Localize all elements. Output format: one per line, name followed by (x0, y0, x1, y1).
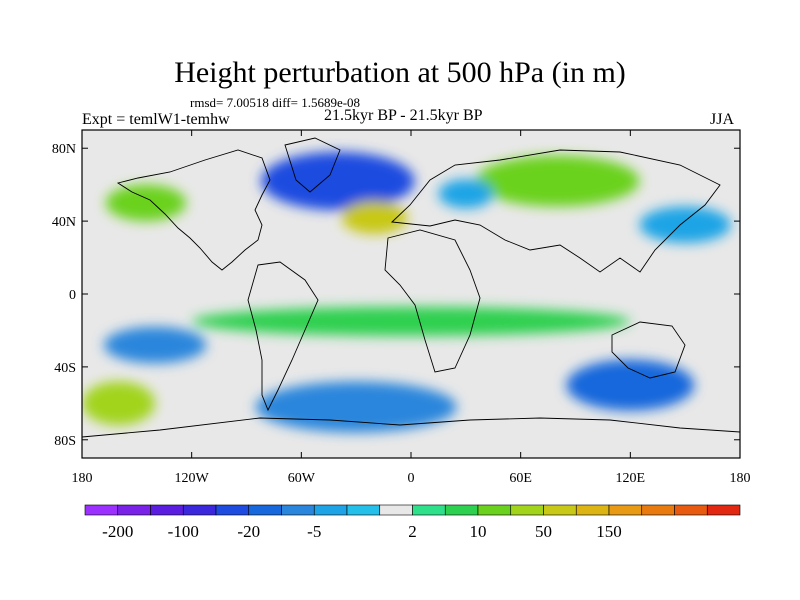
coast-south-america (247, 261, 319, 412)
colorbar-swatch (182, 504, 217, 516)
field-region-east-asia-low (639, 206, 731, 243)
colorbar-swatch (281, 504, 315, 516)
colorbar-swatch (444, 504, 479, 516)
field-layer (82, 151, 731, 433)
field-region-north-atlantic-high (341, 201, 408, 234)
period-label: 21.5kyr BP - 21.5kyr BP (324, 107, 483, 124)
season-label: JJA (710, 111, 735, 128)
field-region-north-pacific-high (105, 184, 187, 222)
colorbar-swatch (608, 504, 643, 516)
colorbar-swatch (346, 504, 381, 516)
coast-north-america (116, 149, 271, 271)
colorbar-label: 2 (408, 522, 417, 541)
colorbar-swatch (215, 504, 250, 516)
x-tick-label: 0 (408, 471, 415, 486)
y-tick-label: 0 (69, 288, 76, 303)
colorbar-swatch (477, 504, 512, 516)
coast-africa (384, 229, 481, 373)
colorbar-label: 150 (596, 522, 622, 541)
stats-label: rmsd= 7.00518 diff= 1.5689e-08 (190, 95, 361, 110)
colorbar-label: -200 (102, 522, 133, 541)
colorbar-swatch (706, 504, 741, 516)
colorbar-swatch (575, 504, 610, 516)
colorbar-swatch (510, 504, 544, 516)
x-tick-label: 60W (288, 471, 316, 486)
coast-eurasia (390, 149, 721, 273)
colorbar-label: -100 (168, 522, 199, 541)
colorbar-label: 10 (470, 522, 487, 541)
field-region-south-pacific-high (82, 381, 156, 426)
colorbar-swatch (150, 504, 184, 516)
colorbar-label: -20 (237, 522, 260, 541)
colorbar-label: -5 (307, 522, 321, 541)
colorbar-swatch (248, 504, 282, 516)
field-region-siberia-high (474, 155, 640, 207)
field-region-south-atlantic-low (255, 381, 457, 433)
colorbar-swatch (117, 504, 151, 516)
plot-title: Height perturbation at 500 hPa (in m) (174, 56, 626, 89)
colorbar-swatch (543, 504, 577, 516)
y-tick-label: 40N (52, 215, 76, 230)
coast-antarctica (82, 417, 740, 438)
x-tick-label: 180 (730, 471, 751, 486)
field-region-south-indian-low (566, 359, 695, 411)
coastlines (82, 137, 740, 438)
x-tick-label: 60E (509, 471, 532, 486)
colorbar-label: 50 (535, 522, 552, 541)
y-tick-label: 40S (54, 361, 76, 376)
field-region-south-pacific-low (103, 326, 207, 364)
x-tick-label: 120E (616, 471, 646, 486)
axis-ticks: 180 120W 60W 0 60E 120E 180 80N 40N 0 40S 80S (52, 130, 751, 486)
colorbar-swatch (674, 504, 708, 516)
field-region-tropical-band (191, 306, 631, 336)
colorbar: -200 -100 -20 -5 2 10 50 150 (84, 504, 741, 541)
y-tick-label: 80N (52, 142, 76, 157)
colorbar-swatch (412, 504, 446, 516)
y-tick-label: 80S (54, 434, 76, 449)
colorbar-swatch (641, 504, 675, 516)
x-tick-label: 180 (72, 471, 93, 486)
field-region-north-atlantic-low (261, 151, 415, 211)
experiment-label: Expt = temlW1-temhw (82, 111, 230, 128)
coast-australia (611, 321, 686, 379)
colorbar-swatch (313, 504, 348, 516)
field-region-scandinavia-low (438, 179, 494, 209)
x-tick-label: 120W (175, 471, 210, 486)
colorbar-swatch (379, 504, 413, 516)
colorbar-swatch (84, 504, 119, 516)
coast-greenland (284, 137, 341, 193)
